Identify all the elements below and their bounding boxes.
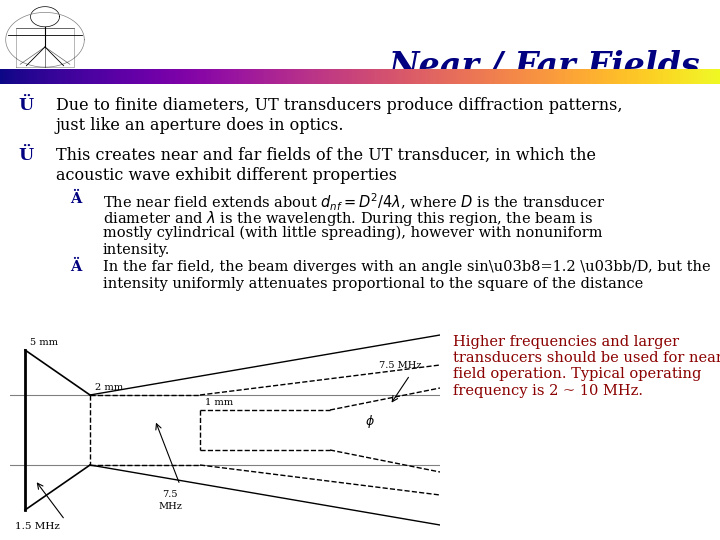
- Text: This creates near and far fields of the UT transducer, in which the: This creates near and far fields of the …: [56, 147, 596, 164]
- Text: Ü: Ü: [18, 147, 33, 164]
- Text: Higher frequencies and larger
transducers should be used for near
field operatio: Higher frequencies and larger transducer…: [453, 335, 720, 397]
- Text: Ü: Ü: [18, 97, 33, 114]
- Text: Ä: Ä: [70, 192, 81, 206]
- Text: In the far field, the beam diverges with an angle sin\u03b8=1.2 \u03bb/D, but th: In the far field, the beam diverges with…: [103, 260, 711, 274]
- Text: Near / Far Fields: Near / Far Fields: [388, 50, 700, 83]
- Text: 7.5 MHz: 7.5 MHz: [379, 361, 421, 370]
- Text: 1 mm: 1 mm: [205, 398, 233, 407]
- Text: mostly cylindrical (with little spreading), however with nonuniform: mostly cylindrical (with little spreadin…: [103, 226, 603, 240]
- Text: just like an aperture does in optics.: just like an aperture does in optics.: [56, 117, 344, 134]
- Text: diameter and $\lambda$ is the wavelength. During this region, the beam is: diameter and $\lambda$ is the wavelength…: [103, 209, 593, 228]
- Text: The near field extends about $d_{nf}=D^2/4\lambda$, where $D$ is the transducer: The near field extends about $d_{nf}=D^2…: [103, 192, 606, 213]
- Text: intensity.: intensity.: [103, 243, 171, 257]
- Text: Ä: Ä: [70, 260, 81, 274]
- Text: $\phi$: $\phi$: [365, 413, 375, 430]
- Text: 1.5 MHz: 1.5 MHz: [15, 522, 60, 531]
- Text: 5 mm: 5 mm: [30, 338, 58, 347]
- Text: acoustic wave exhibit different properties: acoustic wave exhibit different properti…: [56, 167, 397, 184]
- Text: intensity uniformly attenuates proportional to the square of the distance: intensity uniformly attenuates proportio…: [103, 277, 643, 291]
- Text: Due to finite diameters, UT transducers produce diffraction patterns,: Due to finite diameters, UT transducers …: [56, 97, 623, 114]
- Text: 2 mm: 2 mm: [95, 383, 123, 392]
- Text: MHz: MHz: [158, 502, 182, 511]
- Text: 7.5: 7.5: [162, 490, 178, 499]
